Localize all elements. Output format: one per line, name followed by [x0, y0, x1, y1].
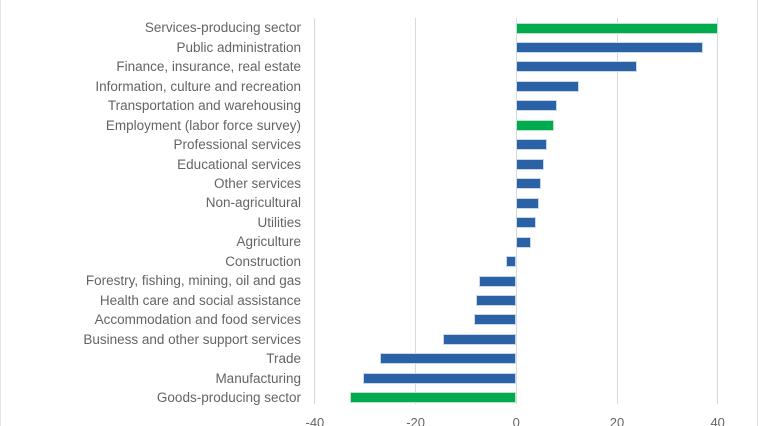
x-tick-label: 20	[609, 415, 625, 426]
bar-highlight	[516, 119, 555, 131]
bar-series	[516, 197, 539, 209]
category-label: Educational services	[177, 156, 301, 172]
bar-highlight	[350, 392, 517, 404]
x-gridline	[415, 18, 417, 404]
category-label: Non-agricultural	[205, 195, 301, 211]
x-tick-label: -20	[406, 415, 425, 426]
category-label: Health care and social assistance	[99, 292, 301, 308]
bar-series	[516, 236, 532, 248]
category-label: Utilities	[257, 214, 301, 230]
bar-series	[473, 314, 517, 326]
category-label: Construction	[225, 253, 301, 269]
bar-series	[516, 61, 638, 73]
category-label: Agriculture	[236, 234, 301, 250]
bar-series	[516, 100, 557, 112]
x-tick-label: -40	[305, 415, 325, 426]
x-gridline	[314, 18, 316, 404]
bar-series	[516, 217, 537, 229]
category-label: Transportation and warehousing	[107, 98, 301, 114]
category-label: Business and other support services	[83, 331, 301, 347]
bar-series	[443, 333, 517, 345]
x-tick-label: 40	[710, 415, 725, 426]
bar-series	[516, 178, 542, 190]
category-label: Employment (labor force survey)	[105, 117, 301, 133]
category-label: Public administration	[176, 39, 301, 55]
category-label: Other services	[213, 175, 301, 191]
category-label: Information, culture and recreation	[95, 78, 301, 94]
bar-series	[516, 158, 544, 170]
x-gridline	[616, 18, 618, 404]
x-tick-label: 0	[512, 415, 520, 426]
bar-series	[478, 275, 517, 287]
category-label: Goods-producing sector	[156, 390, 301, 406]
bar-series	[516, 80, 580, 92]
category-label: Manufacturing	[215, 370, 301, 386]
bar-series	[362, 372, 517, 384]
bar-series	[516, 139, 547, 151]
category-label: Professional services	[173, 137, 301, 153]
bar-series	[506, 256, 517, 268]
x-gridline	[717, 18, 719, 404]
bar-series	[516, 41, 703, 53]
category-label: Trade	[266, 351, 301, 367]
bar-series	[380, 353, 517, 365]
bar-highlight	[516, 22, 718, 34]
x-gridline	[515, 18, 517, 404]
bar-series	[476, 294, 517, 306]
category-label: Accommodation and food services	[94, 312, 301, 328]
category-label: Forestry, fishing, mining, oil and gas	[85, 273, 301, 289]
category-label: Services-producing sector	[144, 20, 301, 36]
category-label: Finance, insurance, real estate	[116, 59, 301, 75]
